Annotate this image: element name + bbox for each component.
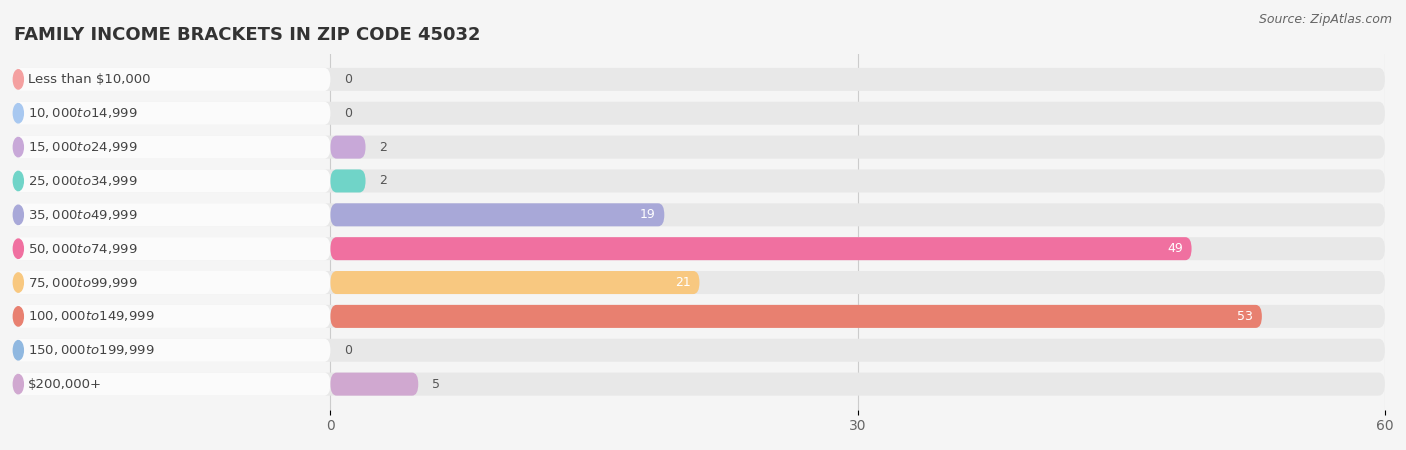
FancyBboxPatch shape	[330, 373, 419, 396]
Text: $75,000 to $99,999: $75,000 to $99,999	[28, 275, 138, 289]
Text: $25,000 to $34,999: $25,000 to $34,999	[28, 174, 138, 188]
Text: $35,000 to $49,999: $35,000 to $49,999	[28, 208, 138, 222]
FancyBboxPatch shape	[14, 170, 1385, 193]
Text: $100,000 to $149,999: $100,000 to $149,999	[28, 310, 155, 324]
Text: 5: 5	[433, 378, 440, 391]
Circle shape	[13, 137, 24, 157]
Circle shape	[13, 171, 24, 191]
Text: 2: 2	[380, 140, 388, 153]
Text: $10,000 to $14,999: $10,000 to $14,999	[28, 106, 138, 120]
Text: 0: 0	[344, 73, 353, 86]
FancyBboxPatch shape	[14, 203, 1385, 226]
Text: 0: 0	[344, 344, 353, 357]
Circle shape	[13, 374, 24, 394]
FancyBboxPatch shape	[14, 68, 330, 91]
FancyBboxPatch shape	[14, 339, 1385, 362]
Text: 53: 53	[1237, 310, 1253, 323]
Circle shape	[13, 307, 24, 326]
FancyBboxPatch shape	[330, 135, 366, 158]
FancyBboxPatch shape	[14, 373, 1385, 396]
FancyBboxPatch shape	[14, 339, 330, 362]
FancyBboxPatch shape	[14, 170, 330, 193]
FancyBboxPatch shape	[14, 203, 330, 226]
FancyBboxPatch shape	[14, 237, 330, 260]
FancyBboxPatch shape	[14, 305, 1385, 328]
FancyBboxPatch shape	[14, 102, 1385, 125]
Circle shape	[13, 239, 24, 258]
Circle shape	[13, 205, 24, 225]
Text: 2: 2	[380, 175, 388, 188]
Text: 19: 19	[640, 208, 655, 221]
FancyBboxPatch shape	[330, 305, 1263, 328]
Text: 49: 49	[1167, 242, 1182, 255]
Text: FAMILY INCOME BRACKETS IN ZIP CODE 45032: FAMILY INCOME BRACKETS IN ZIP CODE 45032	[14, 26, 481, 44]
Circle shape	[13, 273, 24, 292]
Circle shape	[13, 70, 24, 89]
Text: $50,000 to $74,999: $50,000 to $74,999	[28, 242, 138, 256]
Text: Source: ZipAtlas.com: Source: ZipAtlas.com	[1258, 14, 1392, 27]
Text: 0: 0	[344, 107, 353, 120]
Text: 21: 21	[675, 276, 690, 289]
FancyBboxPatch shape	[14, 135, 330, 158]
Circle shape	[13, 341, 24, 360]
FancyBboxPatch shape	[330, 237, 1192, 260]
FancyBboxPatch shape	[330, 203, 665, 226]
FancyBboxPatch shape	[330, 271, 700, 294]
FancyBboxPatch shape	[14, 271, 1385, 294]
Text: $15,000 to $24,999: $15,000 to $24,999	[28, 140, 138, 154]
Text: Less than $10,000: Less than $10,000	[28, 73, 150, 86]
FancyBboxPatch shape	[14, 237, 1385, 260]
FancyBboxPatch shape	[14, 68, 1385, 91]
FancyBboxPatch shape	[14, 271, 330, 294]
FancyBboxPatch shape	[330, 170, 366, 193]
Text: $150,000 to $199,999: $150,000 to $199,999	[28, 343, 155, 357]
Circle shape	[13, 104, 24, 123]
FancyBboxPatch shape	[14, 373, 330, 396]
FancyBboxPatch shape	[14, 102, 330, 125]
FancyBboxPatch shape	[14, 135, 1385, 158]
FancyBboxPatch shape	[14, 305, 330, 328]
Text: $200,000+: $200,000+	[28, 378, 101, 391]
